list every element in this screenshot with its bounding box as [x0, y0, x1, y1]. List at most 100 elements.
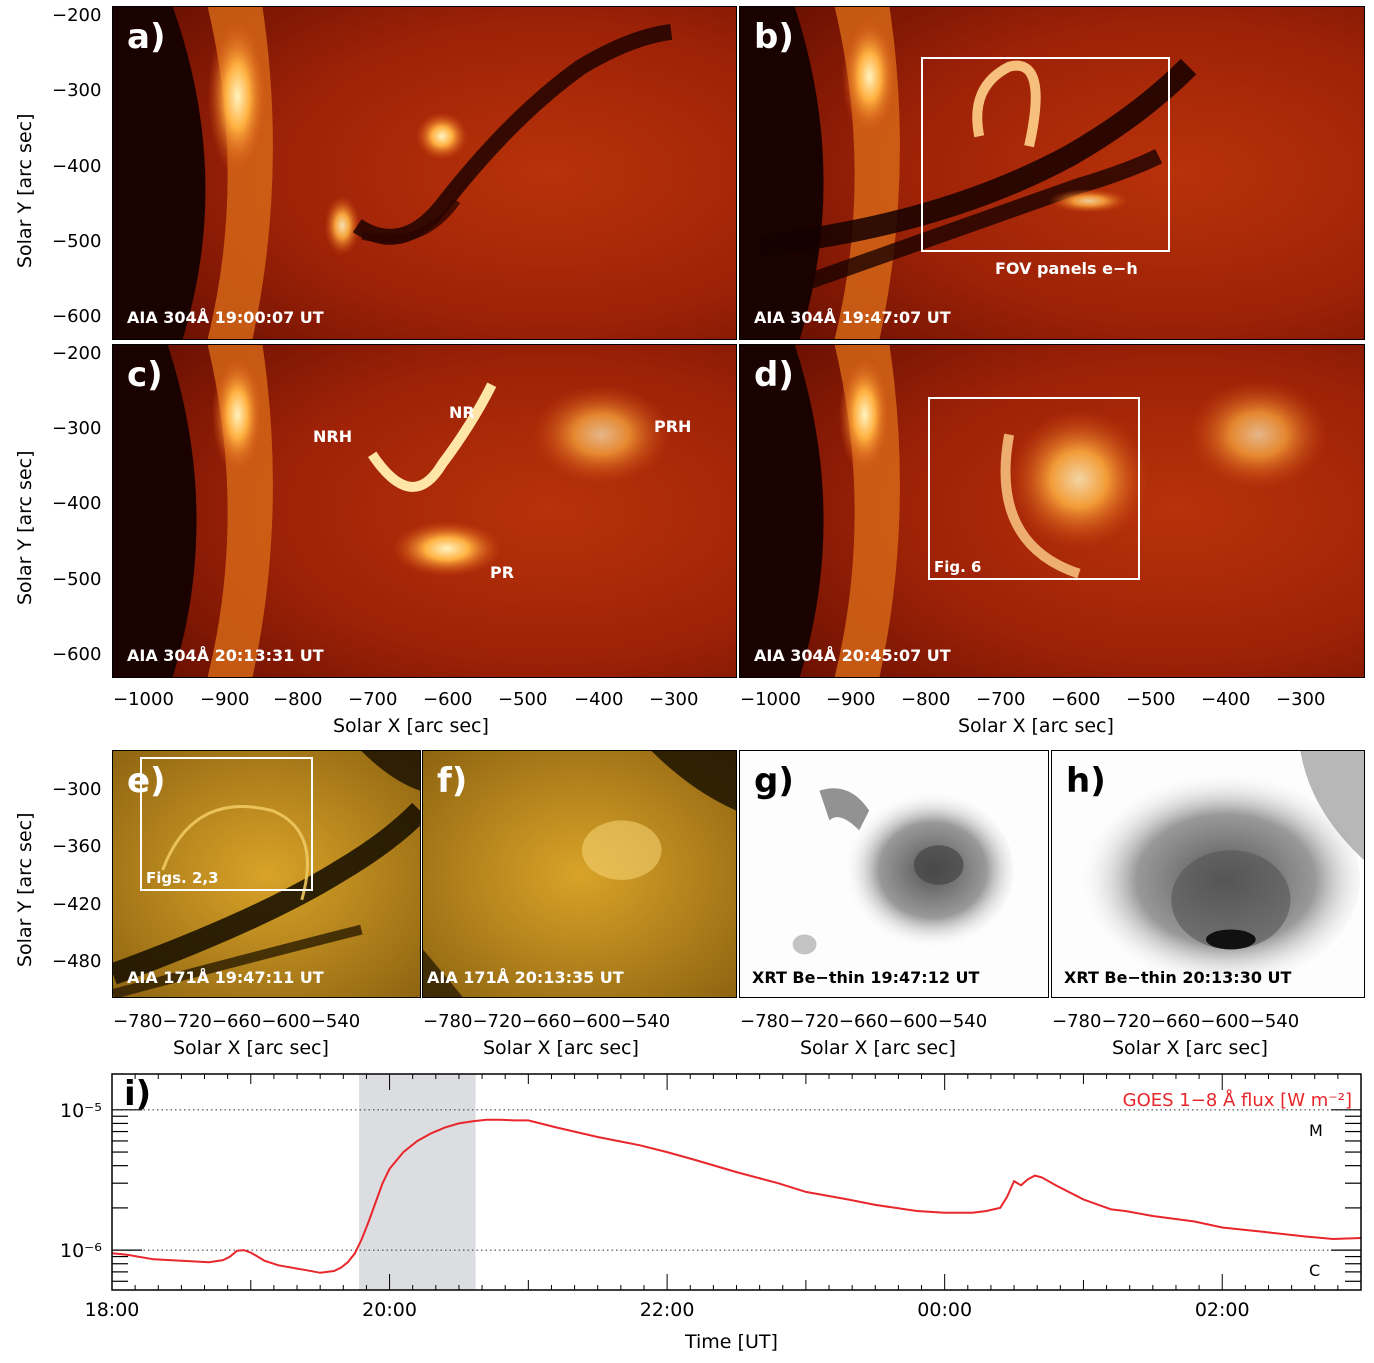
fig6-box: Fig. 6: [928, 397, 1140, 580]
panel-c-tag: c): [127, 355, 163, 395]
mid-y-tick: −420: [52, 894, 102, 915]
panel-h-tag: h): [1066, 761, 1106, 801]
panel-h-caption: XRT Be−thin 20:13:30 UT: [1064, 968, 1292, 987]
figs-2-3-box-label: Figs. 2,3: [146, 869, 219, 887]
top-left-x-axis-label: Solar X [arc sec]: [333, 715, 489, 737]
panel-i-goes-chart: M C 10⁻⁵ 10⁻⁶ 18:00 20:00 22:00 00:00 02:00 i) G…: [0, 1066, 1374, 1359]
label-nrh: NRH: [313, 427, 353, 446]
y-tick-label: 10⁻⁵: [60, 1100, 102, 1122]
mid-x-label-e: Solar X [arc sec]: [173, 1037, 329, 1059]
panel-d-tag: d): [754, 355, 794, 395]
panel-b-tag: b): [754, 17, 794, 57]
panel-a-caption: AIA 304Å 19:00:07 UT: [127, 308, 324, 327]
mid-x-ticks-e: −780−720−660−600−540: [113, 1011, 361, 1032]
mid-x-label-g: Solar X [arc sec]: [800, 1037, 956, 1059]
top-row2-y-axis-label: Solar Y [arc sec]: [14, 450, 36, 606]
y-tick-row1: −500: [52, 231, 102, 252]
class-level-label: C: [1309, 1261, 1320, 1280]
label-pr: PR: [490, 563, 515, 582]
panel-i-tag: i): [124, 1074, 152, 1114]
panel-b-aia304-image: b) FOV panels e−h AIA 304Å 19:47:07 UT: [739, 6, 1365, 340]
x-tick-right: −1000: [740, 689, 801, 710]
x-tick-right: −900: [826, 689, 876, 710]
xray-image-h: [1061, 751, 1364, 990]
solar-image-c: [113, 345, 736, 677]
label-prh: PRH: [654, 417, 692, 436]
panel-d-caption: AIA 304Å 20:45:07 UT: [754, 646, 951, 665]
x-tick-left: −300: [649, 689, 699, 710]
x-tick-left: −800: [273, 689, 323, 710]
x-tick-right: −600: [1051, 689, 1101, 710]
goes-flux-line: [111, 1118, 1362, 1274]
x-tick-left: −500: [498, 689, 548, 710]
x-tick-label: 18:00: [85, 1299, 140, 1321]
mid-x-ticks-h: −780−720−660−600−540: [1052, 1011, 1300, 1032]
panel-g-caption: XRT Be−thin 19:47:12 UT: [752, 968, 980, 987]
panel-f-tag: f): [437, 761, 468, 801]
y-tick-row1: −200: [52, 5, 102, 26]
y-tick-row2: −600: [52, 644, 102, 665]
fig6-box-label: Fig. 6: [934, 558, 982, 576]
panel-c-caption: AIA 304Å 20:13:31 UT: [127, 646, 324, 665]
panel-g-xrt-image: g) XRT Be−thin 19:47:12 UT: [739, 750, 1049, 998]
y-tick-row1: −300: [52, 80, 102, 101]
mid-y-tick: −480: [52, 951, 102, 972]
x-tick-label: 20:00: [362, 1299, 417, 1321]
x-tick-label: 00:00: [917, 1299, 972, 1321]
mid-x-ticks-f: −780−720−660−600−540: [423, 1011, 671, 1032]
panel-d-aia304-image: d) Fig. 6 AIA 304Å 20:45:07 UT: [739, 344, 1365, 678]
solar-image-d: [740, 345, 1364, 677]
mid-y-tick: −300: [52, 779, 102, 800]
x-tick-right: −400: [1201, 689, 1251, 710]
goes-x-axis-label: Time [UT]: [685, 1331, 778, 1353]
y-tick-row2: −500: [52, 569, 102, 590]
y-tick-row2: −200: [52, 343, 102, 364]
shaded-interval: [359, 1074, 476, 1290]
panel-b-caption: AIA 304Å 19:47:07 UT: [754, 308, 951, 327]
solar-image-b: [740, 7, 1364, 339]
fov-box-e-h: [921, 57, 1170, 252]
x-tick-left: −700: [348, 689, 398, 710]
x-tick-right: −800: [901, 689, 951, 710]
mid-x-label-f: Solar X [arc sec]: [483, 1037, 639, 1059]
x-tick-left: −1000: [113, 689, 174, 710]
y-tick-row2: −300: [52, 418, 102, 439]
fov-box-label: FOV panels e−h: [995, 259, 1138, 278]
y-tick-row1: −600: [52, 306, 102, 327]
mid-y-tick: −360: [52, 836, 102, 857]
panel-f-caption: AIA 171Å 20:13:35 UT: [427, 968, 624, 987]
top-right-x-axis-label: Solar X [arc sec]: [958, 715, 1114, 737]
panel-g-tag: g): [754, 761, 794, 801]
top-row1-y-axis-label: Solar Y [arc sec]: [14, 113, 36, 269]
panel-e-tag: e): [127, 761, 166, 801]
label-nr: NR: [449, 403, 475, 422]
goes-legend: GOES 1−8 Å flux [W m⁻²]: [1122, 1090, 1352, 1111]
panel-a-aia304-image: a) AIA 304Å 19:00:07 UT: [112, 6, 737, 340]
x-tick-right: −500: [1126, 689, 1176, 710]
mid-y-axis-label: Solar Y [arc sec]: [14, 812, 36, 968]
x-tick-right: −700: [976, 689, 1026, 710]
x-tick-left: −400: [574, 689, 624, 710]
y-tick-label: 10⁻⁶: [60, 1240, 102, 1262]
panel-e-caption: AIA 171Å 19:47:11 UT: [127, 968, 324, 987]
mid-x-ticks-g: −780−720−660−600−540: [740, 1011, 988, 1032]
solar-image-a: [113, 7, 736, 339]
x-tick-left: −900: [200, 689, 250, 710]
x-tick-right: −300: [1276, 689, 1326, 710]
panel-e-aia171-image: e) Figs. 2,3 AIA 171Å 19:47:11 UT: [112, 750, 421, 998]
y-tick-row2: −400: [52, 493, 102, 514]
panel-f-aia171-image: f) AIA 171Å 20:13:35 UT: [422, 750, 737, 998]
mid-x-label-h: Solar X [arc sec]: [1112, 1037, 1268, 1059]
xray-image-g: [792, 788, 1014, 955]
solar-image-e: [113, 751, 420, 997]
goes-chart-svg: M C 10⁻⁵ 10⁻⁶ 18:00 20:00 22:00 00:00 02:00: [60, 1073, 1362, 1321]
panel-a-tag: a): [127, 17, 166, 57]
y-tick-row1: −400: [52, 156, 102, 177]
figs-2-3-box: Figs. 2,3: [140, 757, 313, 891]
panel-h-xrt-image: h) XRT Be−thin 20:13:30 UT: [1051, 750, 1365, 998]
x-tick-label: 22:00: [640, 1299, 695, 1321]
x-tick-label: 02:00: [1195, 1299, 1250, 1321]
class-level-label: M: [1309, 1121, 1323, 1140]
solar-image-f: [423, 751, 736, 997]
panel-c-aia304-image: c) NRH NR PRH PR AIA 304Å 20:13:31 UT: [112, 344, 737, 678]
